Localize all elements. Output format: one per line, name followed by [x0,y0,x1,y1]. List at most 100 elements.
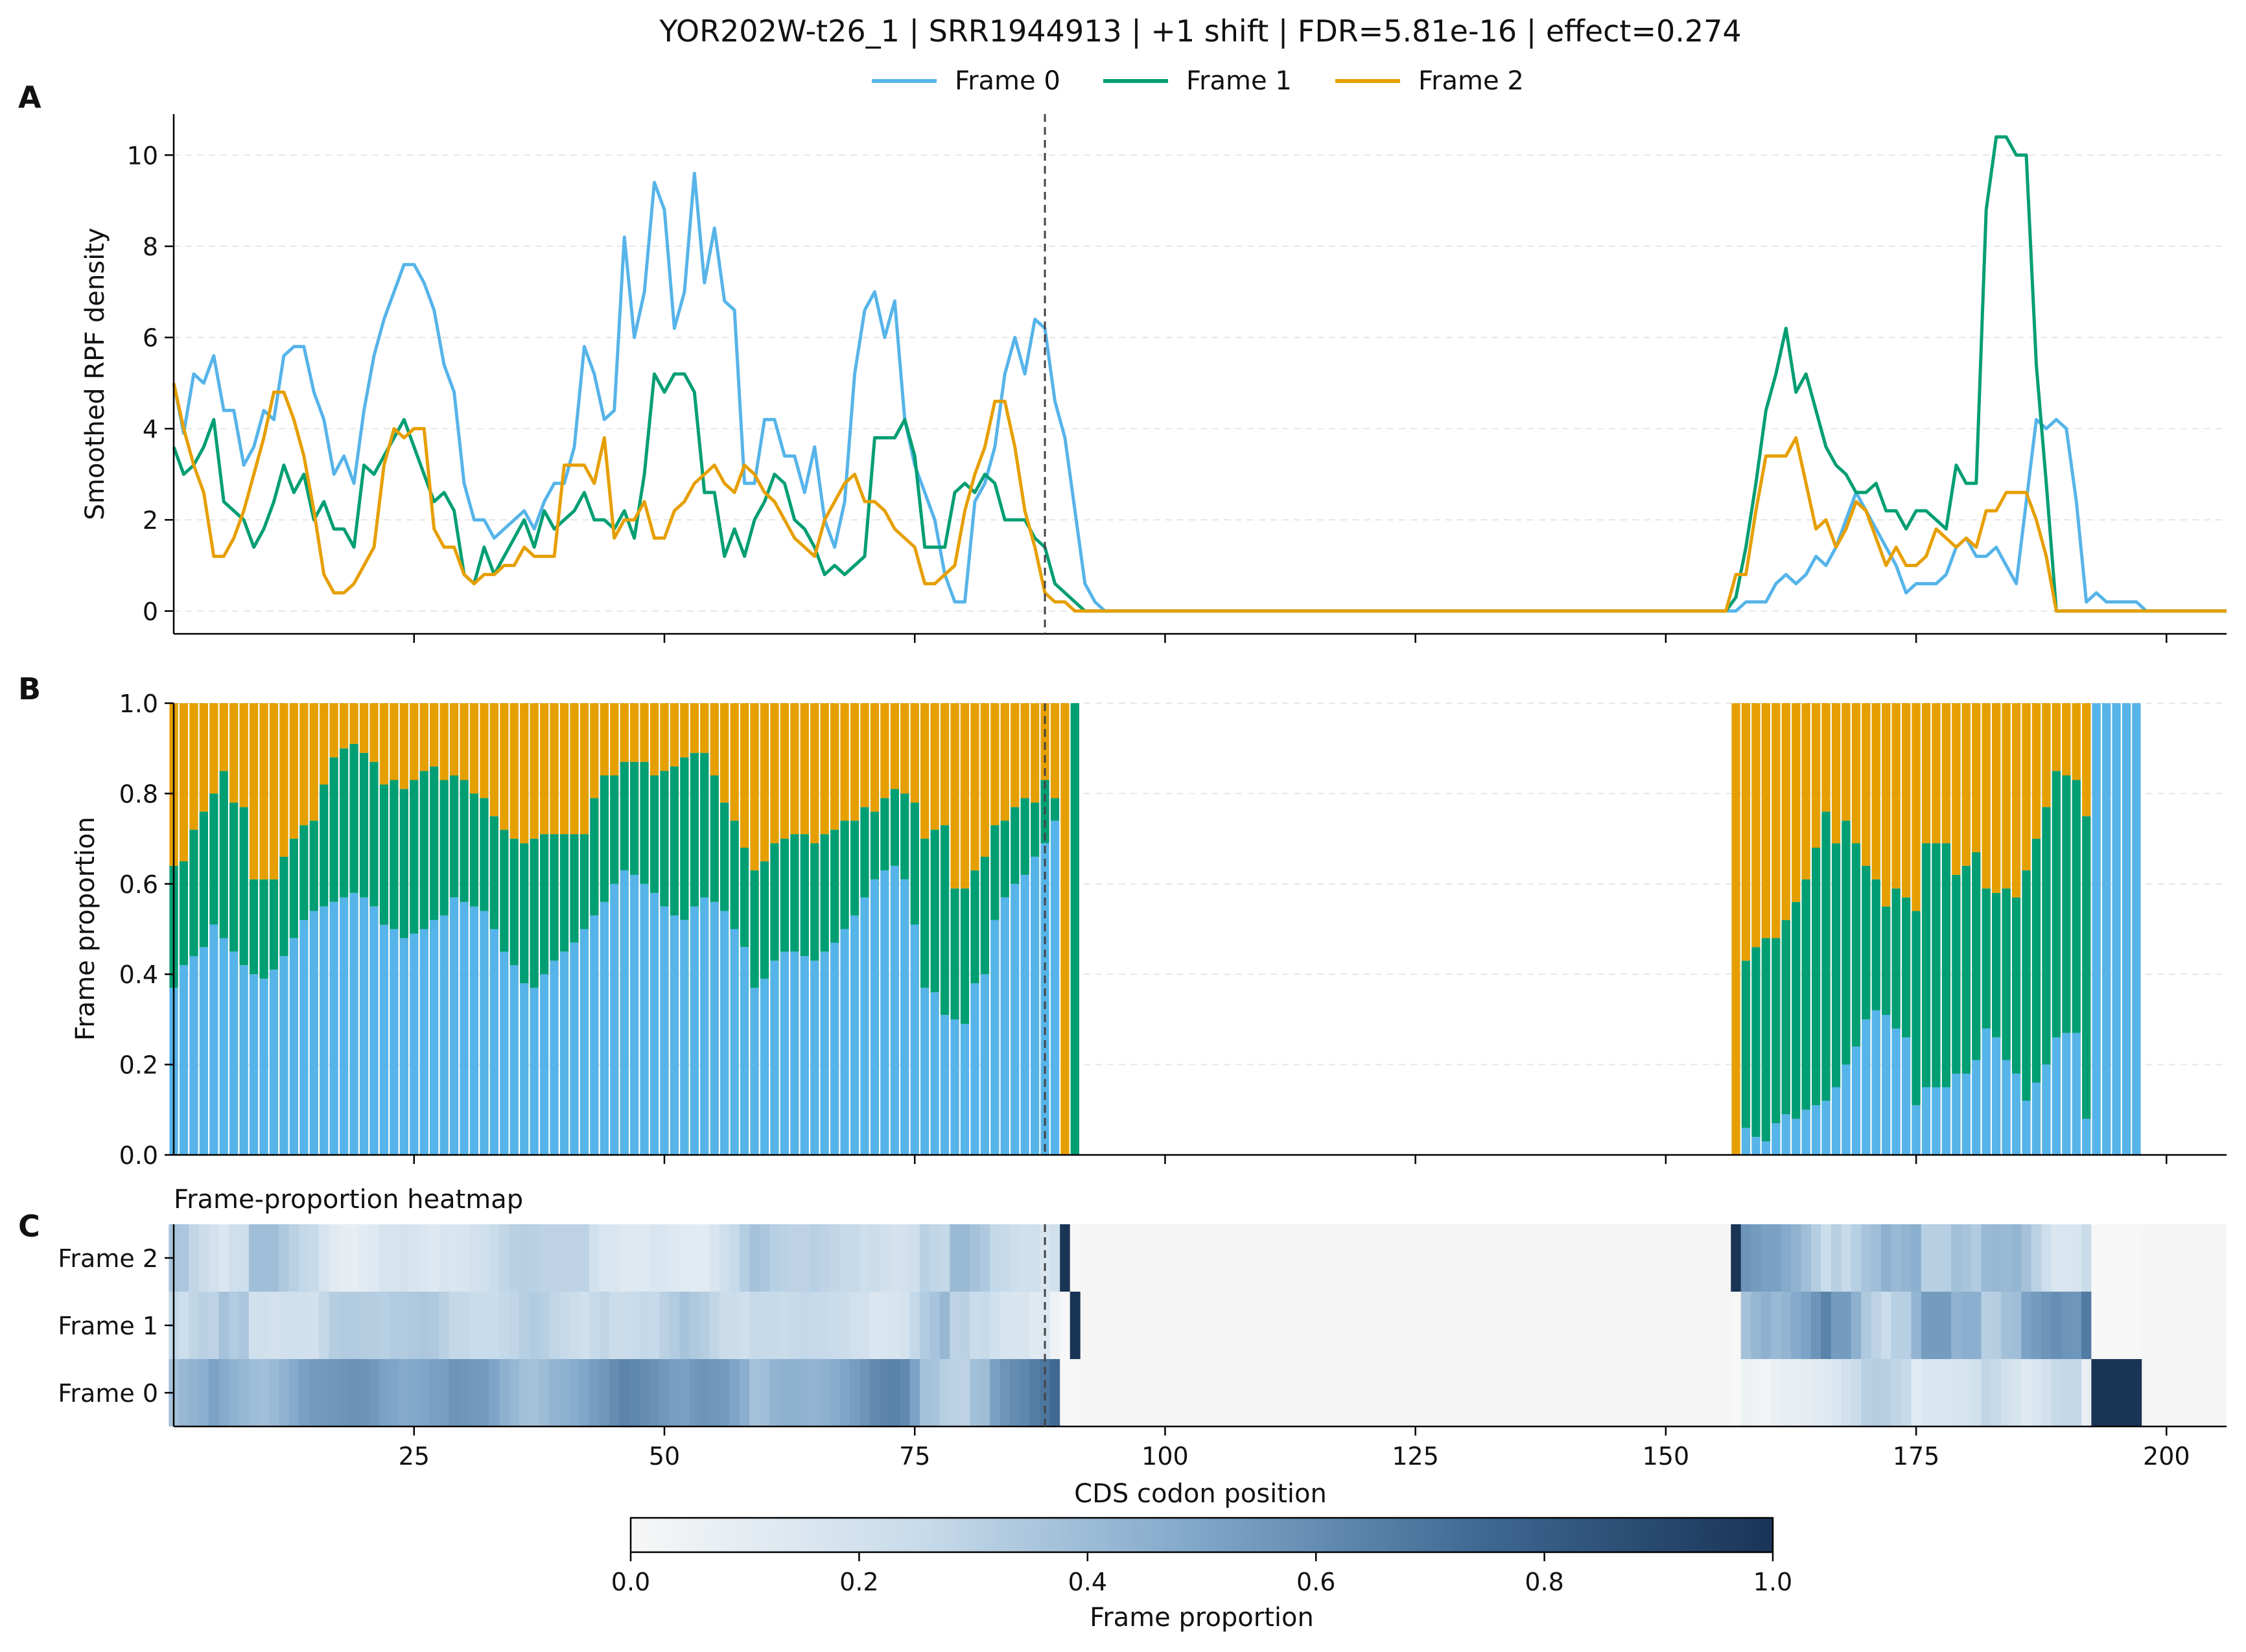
heatmap-cell [489,1359,500,1426]
bar-frame0 [2042,1064,2051,1155]
bar-frame1 [1031,802,1040,857]
heatmap-cell [1791,1292,1801,1359]
heatmap-cell [1841,1224,1852,1292]
bar-frame2 [1772,703,1781,938]
heatmap-cell [709,1224,720,1292]
heatmap-cell [1029,1292,1040,1359]
heatmap-cell [259,1292,270,1359]
bar-frame1 [509,839,519,966]
bar-frame1 [359,752,369,898]
colorbar-tick-label: 0.0 [611,1568,650,1596]
bar-frame0 [720,911,729,1155]
heatmap-cell [579,1292,590,1359]
bar-frame0 [1842,1064,1851,1155]
bar-frame2 [870,703,880,812]
heatmap-cell [469,1292,480,1359]
heatmap-cell [749,1292,760,1359]
heatmap-cell [369,1292,380,1359]
series-line-frame0 [172,172,2227,613]
bar-frame1 [690,752,699,907]
colorbar-tick-label: 0.2 [839,1568,878,1596]
heatmap-cell [428,1224,439,1292]
heatmap-cell [539,1224,550,1292]
bar-frame1 [1972,852,1981,1060]
bar-frame2 [259,703,268,879]
bar-frame2 [860,703,869,808]
bar-frame0 [579,929,589,1155]
bar-frame0 [1772,1123,1781,1155]
bar-frame0 [850,915,860,1155]
heatmap-cell [2041,1224,2052,1292]
heatmap-cell [619,1359,630,1426]
bar-frame1 [1011,807,1020,884]
bar-frame2 [1031,703,1040,803]
bar-frame0 [179,965,189,1155]
heatmap-cell [930,1224,941,1292]
bar-frame0 [520,983,529,1155]
colorbar-tick-label: 1.0 [1753,1568,1792,1596]
bar-frame1 [1000,820,1009,898]
heatmap-cell [609,1224,620,1292]
bar-frame1 [750,870,759,988]
bar-frame0 [430,920,439,1155]
heatmap-cell [749,1359,760,1426]
bar-frame1 [1941,843,1951,1088]
heatmap-cell [689,1359,700,1426]
heatmap-cell [790,1292,801,1359]
heatmap-cell [2061,1359,2072,1426]
panel-a-gridlines [174,154,2227,612]
heatmap-cell [629,1292,640,1359]
heatmap-cell [589,1359,600,1426]
heatmap-cell [2021,1359,2032,1426]
bar-frame2 [199,703,208,812]
heatmap-cell [1961,1224,1972,1292]
bar-frame0 [379,924,389,1155]
bar-frame2 [740,703,749,848]
bar-frame1 [1821,811,1831,1101]
heatmap-cell [2031,1359,2042,1426]
bar-frame0 [209,924,218,1155]
bar-frame1 [920,839,930,988]
heatmap-cell [689,1292,700,1359]
heatmap-cell [1010,1359,1020,1426]
heatmap-cell [379,1224,390,1292]
bar-frame1 [540,834,549,975]
heatmap-cell [409,1292,419,1359]
heatmap-cell [1761,1359,1772,1426]
heatmap-cell [729,1224,740,1292]
heatmap-cell [1951,1224,1962,1292]
panel-b-x-ticks [413,1155,2168,1164]
bar-frame1 [720,802,729,911]
bar-frame0 [480,911,489,1155]
heatmap-cell [1821,1359,1832,1426]
panel-label-b: B [18,671,41,706]
bar-frame1 [480,798,489,911]
bar-frame1 [2072,780,2081,1033]
heatmap-cell [959,1292,970,1359]
bar-frame0 [1031,857,1040,1155]
heatmap-cell [1991,1359,2002,1426]
heatmap-cell [1740,1224,1751,1292]
heatmap-cell [419,1292,430,1359]
bar-frame1 [399,789,408,938]
bar-frame2 [1040,703,1049,780]
bar-frame0 [259,979,268,1155]
heatmap-cell [1801,1292,1812,1359]
bar-frame0 [1831,1087,1841,1155]
heatmap-cell [1911,1359,1922,1426]
heatmap-cell [1851,1359,1862,1426]
heatmap-cells [169,1224,2142,1426]
bar-frame0 [1982,1028,1991,1155]
bar-frame2 [950,703,959,889]
x-axis-label: CDS codon position [1074,1479,1327,1509]
bar-frame0 [2011,1073,2021,1155]
bar-frame2 [990,703,1000,826]
heatmap-cell [1761,1292,1772,1359]
heatmap-cell [549,1224,560,1292]
heatmap-cell [1831,1224,1842,1292]
heatmap-cell [1781,1224,1792,1292]
heatmap-cell [679,1224,690,1292]
panel-label-a: A [18,80,41,115]
bar-frame1 [1792,902,1801,1119]
bar-frame1 [189,830,198,957]
